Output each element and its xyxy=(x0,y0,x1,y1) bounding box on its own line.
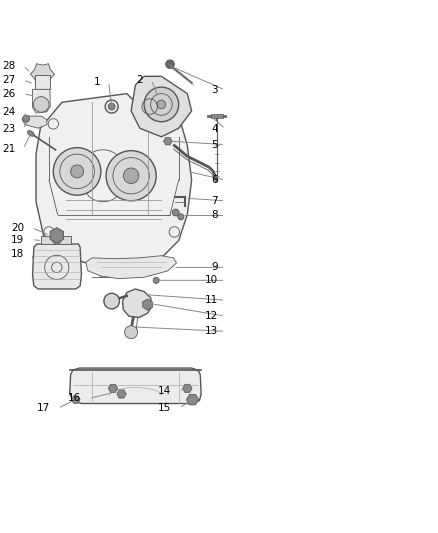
Circle shape xyxy=(144,87,179,122)
Text: 3: 3 xyxy=(211,85,218,95)
Text: 10: 10 xyxy=(205,276,218,285)
Polygon shape xyxy=(123,289,152,318)
Text: 9: 9 xyxy=(211,262,218,272)
Text: 17: 17 xyxy=(37,403,50,413)
Circle shape xyxy=(106,151,156,201)
Text: 18: 18 xyxy=(11,248,24,259)
Polygon shape xyxy=(117,390,127,398)
Polygon shape xyxy=(108,384,118,392)
Text: 26: 26 xyxy=(2,88,15,99)
Polygon shape xyxy=(70,368,201,403)
Polygon shape xyxy=(71,396,80,403)
Polygon shape xyxy=(32,244,81,289)
Text: 8: 8 xyxy=(211,211,218,221)
Text: 12: 12 xyxy=(204,311,218,321)
Text: 7: 7 xyxy=(211,196,218,206)
Circle shape xyxy=(172,209,179,216)
Text: 21: 21 xyxy=(2,144,15,154)
Circle shape xyxy=(157,100,166,109)
Text: 13: 13 xyxy=(204,326,218,336)
Bar xyxy=(41,236,71,244)
Text: 19: 19 xyxy=(11,235,24,245)
Text: 4: 4 xyxy=(211,124,218,134)
Circle shape xyxy=(33,96,49,112)
Polygon shape xyxy=(131,76,192,137)
Circle shape xyxy=(124,168,139,183)
Circle shape xyxy=(125,326,138,338)
Circle shape xyxy=(71,165,84,178)
Circle shape xyxy=(178,214,184,220)
Text: 1: 1 xyxy=(94,77,101,86)
Circle shape xyxy=(166,60,174,69)
Circle shape xyxy=(153,277,159,284)
Polygon shape xyxy=(187,394,198,405)
Text: 15: 15 xyxy=(158,403,171,413)
Polygon shape xyxy=(22,116,47,128)
Text: 14: 14 xyxy=(158,386,171,396)
Text: 16: 16 xyxy=(68,393,81,403)
Bar xyxy=(35,76,50,90)
Bar xyxy=(211,115,223,118)
Polygon shape xyxy=(30,63,55,85)
Polygon shape xyxy=(86,256,177,279)
Circle shape xyxy=(104,293,120,309)
Polygon shape xyxy=(143,299,152,310)
Circle shape xyxy=(53,148,101,195)
Circle shape xyxy=(108,103,115,110)
Polygon shape xyxy=(163,138,172,145)
Text: 27: 27 xyxy=(2,75,15,85)
Text: 24: 24 xyxy=(2,107,15,117)
Circle shape xyxy=(53,236,61,244)
Text: 5: 5 xyxy=(211,140,218,150)
Text: 20: 20 xyxy=(11,223,24,232)
Text: 2: 2 xyxy=(137,75,143,85)
Polygon shape xyxy=(50,228,64,243)
Polygon shape xyxy=(183,384,192,392)
Polygon shape xyxy=(36,94,192,266)
Text: 6: 6 xyxy=(211,175,218,185)
Polygon shape xyxy=(32,90,50,113)
Text: 11: 11 xyxy=(204,295,218,305)
Ellipse shape xyxy=(28,131,34,136)
Text: 23: 23 xyxy=(2,124,15,134)
Text: 28: 28 xyxy=(2,61,15,70)
Circle shape xyxy=(23,115,29,122)
